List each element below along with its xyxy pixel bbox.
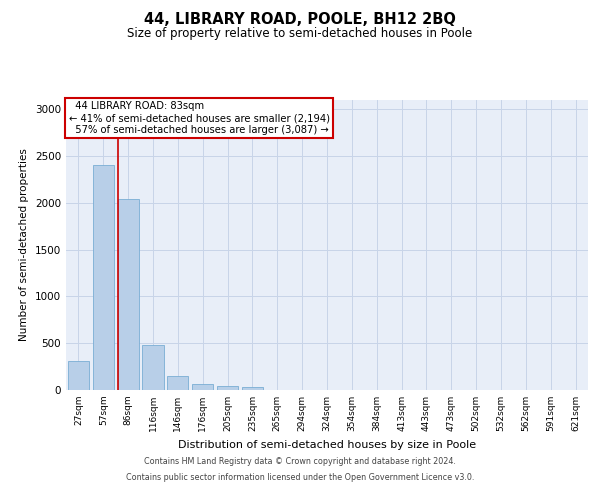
Text: 44 LIBRARY ROAD: 83sqm
← 41% of semi-detached houses are smaller (2,194)
  57% o: 44 LIBRARY ROAD: 83sqm ← 41% of semi-det… [68,102,329,134]
Y-axis label: Number of semi-detached properties: Number of semi-detached properties [19,148,29,342]
Text: Contains public sector information licensed under the Open Government Licence v3: Contains public sector information licen… [126,472,474,482]
Bar [68,360,89,390]
Bar [242,386,263,390]
Bar [192,384,213,390]
Bar [142,345,164,390]
Text: Contains HM Land Registry data © Crown copyright and database right 2024.: Contains HM Land Registry data © Crown c… [144,458,456,466]
Text: Size of property relative to semi-detached houses in Poole: Size of property relative to semi-detach… [127,28,473,40]
Bar [118,199,139,390]
X-axis label: Distribution of semi-detached houses by size in Poole: Distribution of semi-detached houses by … [178,440,476,450]
Text: 44, LIBRARY ROAD, POOLE, BH12 2BQ: 44, LIBRARY ROAD, POOLE, BH12 2BQ [144,12,456,28]
Bar [93,164,114,390]
Bar [217,386,238,390]
Bar [167,376,188,390]
